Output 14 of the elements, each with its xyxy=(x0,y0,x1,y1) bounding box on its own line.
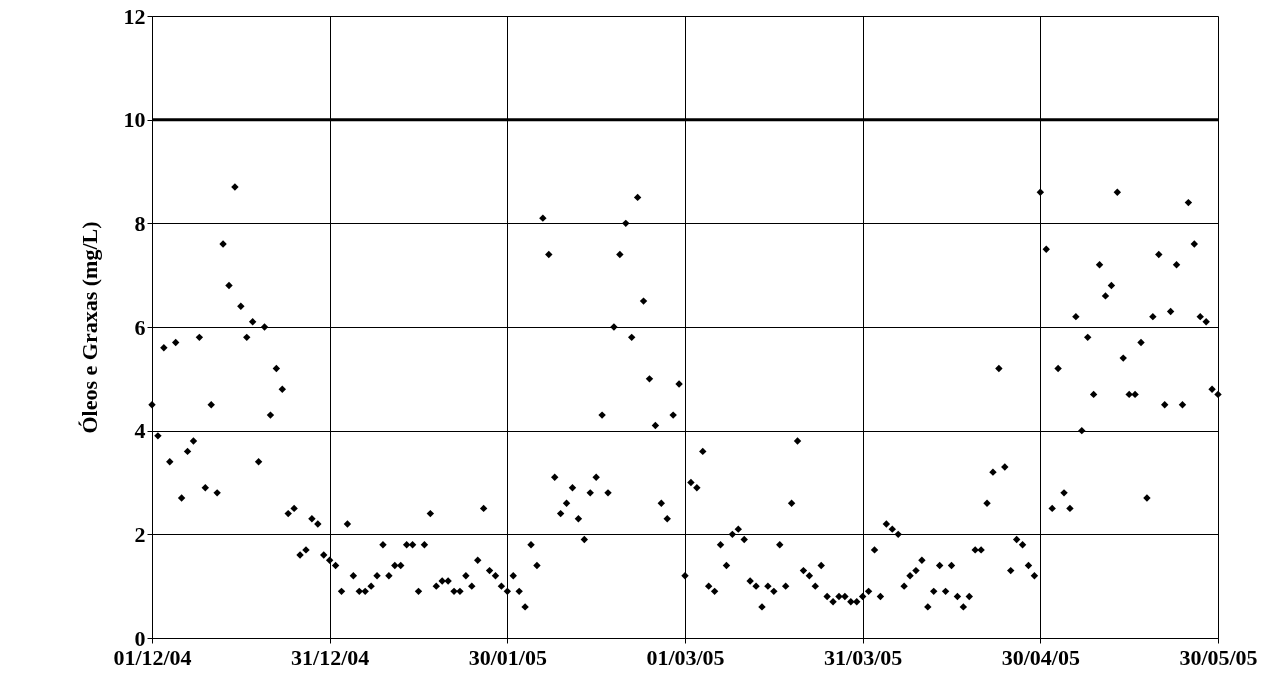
x-tick-label: 30/01/05 xyxy=(468,644,547,670)
y-tick-label: 0 xyxy=(134,625,146,651)
x-tick-label: 01/03/05 xyxy=(646,644,725,670)
x-tick-label: 30/05/05 xyxy=(1179,644,1258,670)
y-tick-label: 2 xyxy=(134,521,146,547)
y-tick-label: 6 xyxy=(134,314,146,340)
y-tick-label: 8 xyxy=(134,210,146,236)
y-tick-label: 4 xyxy=(134,418,146,444)
x-tick-label: 31/12/04 xyxy=(291,644,370,670)
y-tick-label: 10 xyxy=(123,107,146,133)
y-axis-title: Óleos e Graxas (mg/L) xyxy=(76,221,102,434)
y-tick-label: 12 xyxy=(123,3,146,29)
x-tick-label: 30/04/05 xyxy=(1001,644,1080,670)
x-tick-label: 31/03/05 xyxy=(824,644,903,670)
